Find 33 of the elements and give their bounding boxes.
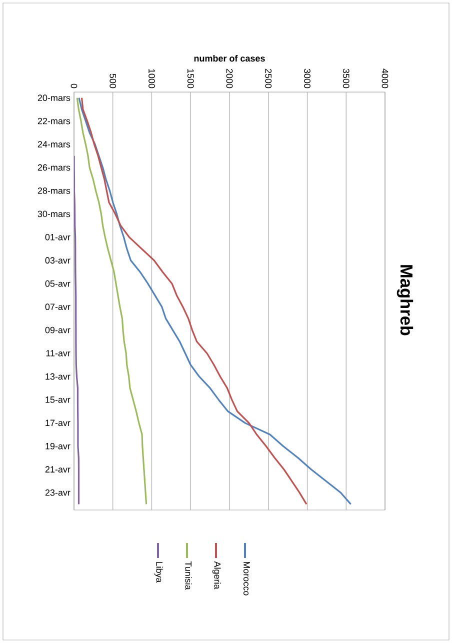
y-tick-label: 03-avr (45, 257, 70, 264)
x-tick-label: 2500 (265, 68, 272, 88)
y-tick-label: 30-mars (38, 210, 70, 218)
legend-label: Libya (154, 562, 163, 583)
legend-label: Morocco (244, 562, 250, 596)
y-tick-label: 24-mars (38, 141, 70, 148)
y-tick-label: 09-avr (45, 326, 70, 334)
x-axis-title: number of cases (194, 54, 265, 62)
x-tick-label: 1500 (187, 69, 194, 88)
y-tick-label: 21-avr (45, 466, 70, 473)
y-tick-label: 22-mars (38, 118, 70, 124)
x-tick-label: 3500 (342, 68, 350, 88)
x-tick-label: 1000 (148, 69, 155, 88)
text: Maghreb (396, 265, 414, 336)
y-tick-label: 15-avr (46, 396, 70, 403)
y-tick-label: 23-avr (45, 489, 70, 496)
legend-label: Tunisia (185, 561, 192, 590)
y-tick-label: 07-avr (45, 304, 70, 310)
y-tick-label: 19-avr (46, 442, 70, 450)
x-tick-label: 3000 (304, 68, 310, 88)
x-tick-label: 4000 (382, 68, 388, 88)
legend-label: Algeria (212, 561, 221, 590)
y-tick-label: 05-avr (45, 280, 70, 287)
y-tick-label: 28-mars (38, 188, 70, 194)
y-tick-label: 26-mars (38, 164, 70, 171)
y-tick-label: 20-mars (38, 94, 70, 102)
y-tick-label: 13-avr (46, 373, 70, 380)
y-tick-label: 11-avr (46, 350, 70, 356)
y-tick-label: 01-avr (45, 234, 70, 240)
x-tick-label: 2000 (226, 68, 233, 88)
x-tick-label: 500 (110, 74, 116, 88)
x-tick-label: 0 (70, 84, 78, 88)
y-tick-label: 17-avr (46, 420, 70, 426)
